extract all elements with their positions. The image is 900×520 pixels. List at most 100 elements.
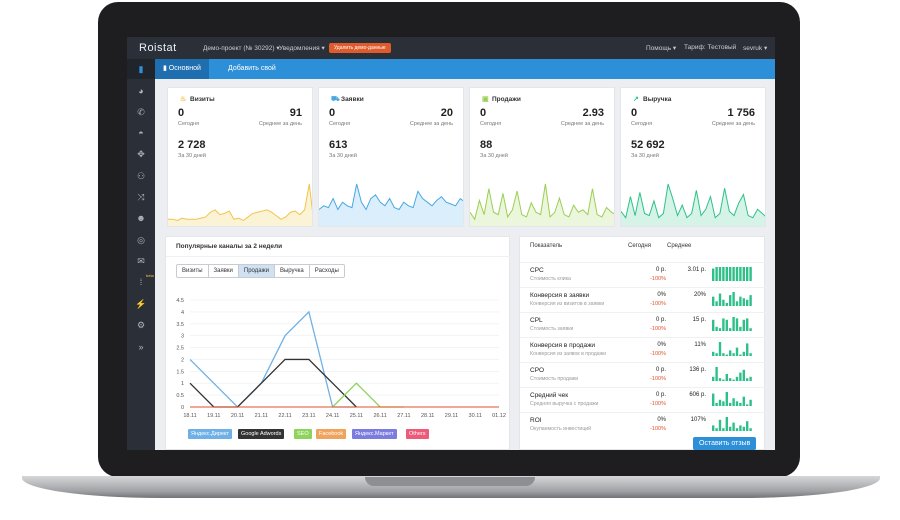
metric-bar <box>715 326 718 331</box>
metric-bar <box>722 401 725 406</box>
metric-bar <box>735 318 739 331</box>
legend-item[interactable]: Others <box>406 429 429 439</box>
metric-bar <box>729 378 732 381</box>
sparkline-line <box>319 183 463 211</box>
target-icon[interactable]: ◎ <box>137 235 145 245</box>
gear-icon[interactable]: ⚙ <box>136 320 146 330</box>
kpi-card: ♨ Визиты 0 Сегодня 91 Среднее за день 2 7… <box>167 87 313 227</box>
metric-bar <box>746 421 749 431</box>
y-tick-label: 3.5 <box>176 322 184 328</box>
bar-chart-icon[interactable]: ▮ <box>138 64 144 74</box>
shuffle-icon[interactable]: ⤨ <box>137 192 145 202</box>
total-label: За 30 дней <box>631 153 659 159</box>
user-menu[interactable]: sevruk ▾ <box>743 45 768 52</box>
metric-bar <box>746 318 749 331</box>
metrics-panel: Показатель Сегодня Среднее CPC Стоимость… <box>519 236 766 450</box>
metric-bar <box>739 372 742 381</box>
pie-chart-icon[interactable]: ◕ <box>138 86 144 96</box>
metric-bar <box>742 369 745 381</box>
card-title: ↗ Выручка <box>633 96 672 103</box>
dashboard-icon[interactable]: ◓ <box>138 128 144 138</box>
x-tick-label: 26.11 <box>373 413 386 419</box>
metric-bar <box>715 367 718 381</box>
legend-item[interactable]: Google Adwords <box>238 429 285 439</box>
metric-description: Конверсия из визитов в заявки <box>530 301 605 307</box>
metric-bar-sparkline <box>712 392 752 406</box>
channels-title: Популярные каналы за 2 недели <box>176 243 283 250</box>
y-tick-label: 1.5 <box>176 369 184 375</box>
kpi-card: ▣ Продажи 0 Сегодня 2.93 Среднее за день … <box>469 87 615 227</box>
metric-row: CPL Стоимость заявки 0 р. -100% 15 р. <box>520 312 766 337</box>
legend-item[interactable]: Яндекс.Директ <box>188 429 232 439</box>
bag-icon: ▣ <box>482 96 489 103</box>
metric-name: CPC <box>530 267 544 274</box>
panel-divider <box>166 256 511 257</box>
tab-main[interactable]: ▮ Основной <box>155 59 209 79</box>
series-line <box>189 310 357 408</box>
metric-bar <box>715 267 718 281</box>
header-today: Сегодня <box>628 243 651 249</box>
y-tick-label: 2 <box>181 357 184 363</box>
avg-label: Среднее за день <box>409 121 453 127</box>
legend-item[interactable]: Facebook <box>316 429 347 439</box>
metric-bar-sparkline <box>712 367 752 381</box>
sparkline-chart <box>621 183 765 226</box>
legend-item[interactable]: SEO <box>294 429 312 439</box>
sidebar: ▮ ◕ ✆ ◓ ✥ ⚇ ⤨ ☻ ◎ ✉ ⁞ beta ⚡ ⚙ » <box>127 59 155 450</box>
segment-option[interactable]: Визиты <box>177 265 209 277</box>
total-value: 613 <box>329 139 348 151</box>
sparkline-area <box>168 184 312 226</box>
y-tick-label: 2.5 <box>176 346 184 352</box>
metric-name: ROI <box>530 417 542 424</box>
mail-icon[interactable]: ✉ <box>137 256 145 266</box>
metric-name: CPO <box>530 367 545 374</box>
metric-change: -100% <box>650 301 666 307</box>
feedback-button[interactable]: Оставить отзыв <box>693 437 757 450</box>
laptop-notch <box>365 477 535 486</box>
metric-bar <box>718 399 722 406</box>
tab-add-custom[interactable]: Добавить свой <box>228 65 276 72</box>
phone-icon[interactable]: ✆ <box>137 107 145 117</box>
metric-bar <box>732 317 735 331</box>
x-tick-label: 30.11 <box>469 413 482 419</box>
metric-bar <box>718 378 722 381</box>
delete-demo-button[interactable]: Удалить демо-данные <box>329 43 391 53</box>
plug-icon[interactable]: ⚡ <box>135 299 147 309</box>
help-menu[interactable]: Помощь ▾ <box>646 45 677 52</box>
metric-bar <box>725 267 728 281</box>
metric-bar <box>732 379 735 381</box>
crosshair-icon[interactable]: ✥ <box>137 149 145 159</box>
legend-item[interactable]: Яндекс.Маркет <box>352 429 397 439</box>
grid-beta-icon[interactable]: ⁞ <box>139 277 143 287</box>
avg-value: 91 <box>289 107 302 119</box>
metric-description: Стоимость клика <box>530 276 571 282</box>
today-label: Сегодня <box>178 121 200 127</box>
sitemap-icon[interactable]: ⚇ <box>136 171 146 181</box>
metric-bar <box>715 402 718 406</box>
metric-bar-sparkline <box>712 417 752 431</box>
expand-icon[interactable]: » <box>138 342 144 352</box>
segment-option[interactable]: Выручка <box>275 265 310 277</box>
segment-option[interactable]: Продажи <box>238 265 275 277</box>
total-value: 2 728 <box>178 139 206 151</box>
metric-average: 136 р. <box>689 367 706 373</box>
metric-bar <box>742 396 745 406</box>
segment-option[interactable]: Расходы <box>314 268 339 274</box>
metric-bar <box>729 402 732 406</box>
metric-bar-sparkline <box>712 292 752 306</box>
x-tick-label: 29.11 <box>445 413 458 419</box>
tariff-link[interactable]: Тариф: Тестовый <box>684 44 737 51</box>
segment-option[interactable]: Заявки <box>209 265 239 277</box>
metric-bar <box>732 292 735 306</box>
metric-bar <box>712 376 715 381</box>
notifications-menu[interactable]: Уведомления ▾ <box>279 45 325 52</box>
metric-bar <box>749 376 752 381</box>
metric-change: -100% <box>650 351 666 357</box>
metric-bar <box>749 428 752 431</box>
avg-label: Среднее за день <box>560 121 604 127</box>
y-tick-label: 4.5 <box>176 298 184 304</box>
app-logo[interactable]: Roistat <box>139 42 177 54</box>
project-selector[interactable]: Демо-проект (№ 30292) ▾ <box>203 45 280 52</box>
users-icon[interactable]: ☻ <box>136 213 146 223</box>
today-label: Сегодня <box>480 121 502 127</box>
